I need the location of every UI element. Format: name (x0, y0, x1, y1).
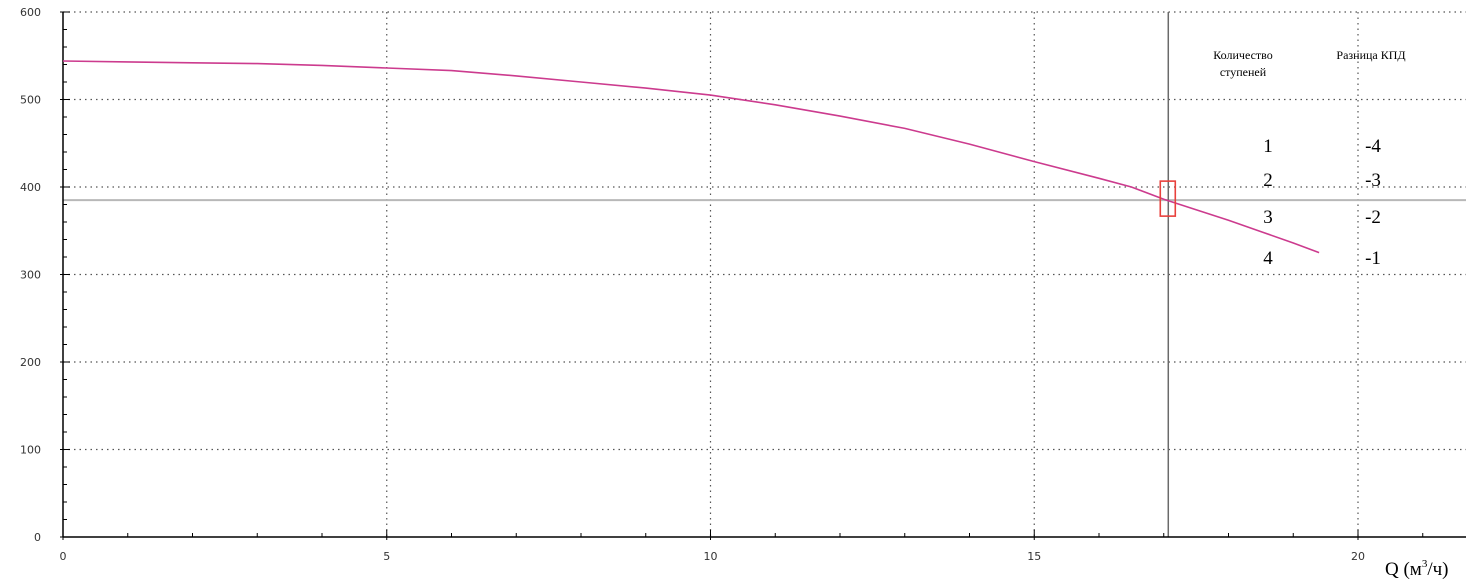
table-cell-stages: 3 (1263, 207, 1273, 228)
y-tick-label: 300 (20, 269, 41, 282)
stages-efficiency-table: Количество ступеней Разница КПД 1 -4 2 -3 3 -… (1213, 48, 1405, 269)
x-tick-label: 20 (1351, 550, 1365, 563)
x-tick-label: 5 (383, 550, 390, 563)
grid-lines (63, 11, 1466, 537)
table-header-stages-line2: ступеней (1220, 65, 1267, 79)
table-cell-stages: 2 (1263, 170, 1273, 191)
x-tick-label: 15 (1027, 550, 1041, 563)
table-rows: 1 -4 2 -3 3 -2 4 -1 (1263, 136, 1381, 269)
x-tick-label: 10 (704, 550, 718, 563)
y-tick-label: 200 (20, 356, 41, 369)
table-cell-efficiency: -4 (1365, 136, 1381, 157)
table-cell-efficiency: -2 (1365, 207, 1381, 228)
y-tick-label: 400 (20, 181, 41, 194)
tick-labels: 0 100 200 300 400 500 600 0 5 10 15 20 (20, 6, 1365, 563)
x-axis-title: Q (м3/ч) (1385, 558, 1449, 580)
table-header-stages-line1: Количество (1213, 48, 1272, 62)
y-tick-label: 600 (20, 6, 41, 19)
y-tick-label: 500 (20, 94, 41, 107)
table-cell-efficiency: -3 (1365, 170, 1381, 191)
table-cell-stages: 4 (1263, 248, 1273, 269)
table-cell-efficiency: -1 (1365, 248, 1381, 269)
y-tick-label: 100 (20, 444, 41, 457)
table-cell-stages: 1 (1263, 136, 1273, 157)
table-header-efficiency: Разница КПД (1336, 48, 1405, 62)
operating-point-marker[interactable] (1159, 180, 1177, 217)
tick-marks (60, 11, 1424, 540)
y-tick-label: 0 (34, 531, 41, 544)
x-tick-label: 0 (60, 550, 67, 563)
series-line (62, 60, 1320, 254)
